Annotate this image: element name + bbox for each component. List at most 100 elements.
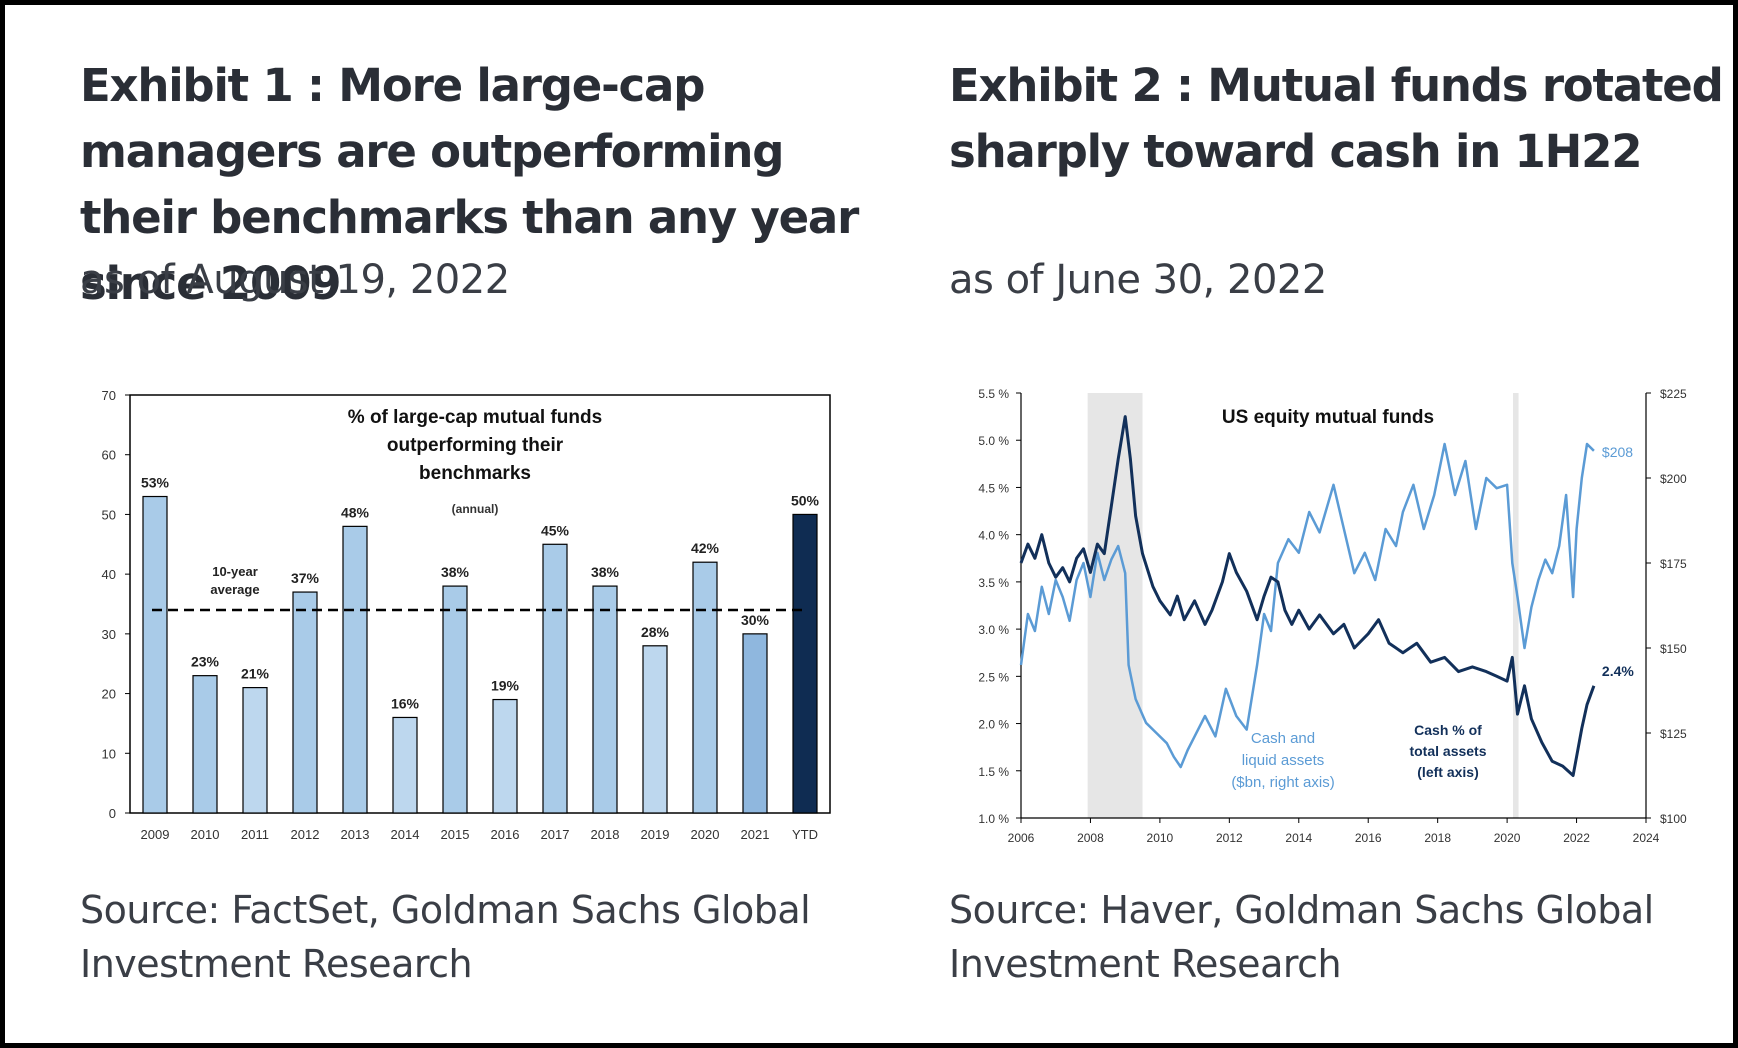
y-tick-label: 70 — [102, 388, 116, 403]
bar-2012 — [292, 591, 318, 814]
x-tick-label: 2020 — [1494, 831, 1521, 845]
x-tick-label: 2011 — [241, 827, 269, 842]
reference-line-label: average — [210, 582, 259, 597]
x-tick-label: 2012 — [291, 827, 320, 842]
x-tick-label: 2024 — [1633, 831, 1660, 845]
cash-assets-series-label: liquid assets — [1242, 752, 1325, 769]
x-tick-label: 2022 — [1563, 831, 1590, 845]
x-tick-label: 2014 — [1285, 831, 1312, 845]
x-tick-label: 2013 — [341, 827, 370, 842]
line-chart-mutual-fund-cash: 1.0 % 1.5 % 2.0 % 2.5 % 3.0 % 3.5 % 4.0 % 4.5 %… — [978, 387, 1687, 845]
bar-value-label: 23% — [191, 654, 220, 670]
bar-value-label: 30% — [741, 612, 770, 628]
cash-pct-series-label: total assets — [1409, 743, 1486, 759]
chart-2-title: US equity mutual funds — [1222, 407, 1434, 428]
x-tick-label: 2008 — [1077, 831, 1104, 845]
y-tick-label: 10 — [102, 746, 116, 761]
exhibit-1-title: Exhibit 1 : More large-cap managers are … — [80, 59, 859, 310]
cash-assets-series-label: Cash and — [1251, 730, 1315, 747]
exhibit-1-source: Source: FactSet, Goldman Sachs Global In… — [80, 888, 811, 986]
bar-value-label: 48% — [341, 504, 370, 520]
x-tick-label: 2020 — [691, 827, 720, 842]
bar-2011 — [242, 687, 268, 814]
recession-shading — [1513, 393, 1519, 818]
left-tick-label: 5.5 % — [978, 387, 1009, 401]
left-tick-label: 5.0 % — [978, 434, 1009, 448]
x-tick-label: 2006 — [1008, 831, 1035, 845]
x-tick-label: 2017 — [541, 827, 570, 842]
bar-value-label: 45% — [541, 522, 570, 538]
cash-pct-series-line — [1019, 415, 1596, 777]
bar-2021 — [742, 633, 768, 814]
bar-2017 — [542, 543, 568, 814]
chart-1-title: benchmarks — [419, 463, 531, 484]
bar-value-label: 16% — [391, 695, 420, 711]
reference-line-label: 10-year — [212, 564, 258, 579]
left-tick-label: 4.5 % — [978, 481, 1009, 495]
x-tick-label: 2012 — [1216, 831, 1243, 845]
y-tick-label: 30 — [102, 627, 116, 642]
x-tick-label: 2018 — [1424, 831, 1451, 845]
left-tick-label: 1.5 % — [978, 765, 1009, 779]
cash-liquid-assets-series-line — [1019, 442, 1595, 769]
right-tick-label: $175 — [1660, 557, 1687, 571]
right-tick-label: $125 — [1660, 727, 1687, 741]
x-tick-label: 2015 — [441, 827, 470, 842]
bar-value-label: 50% — [791, 492, 820, 508]
bar-2018 — [592, 585, 618, 814]
x-tick-label: 2018 — [591, 827, 620, 842]
right-tick-label: $100 — [1660, 812, 1687, 826]
cash-assets-series-label: ($bn, right axis) — [1231, 774, 1334, 791]
exhibit-2-source: Source: Haver, Goldman Sachs Global Inve… — [949, 888, 1654, 986]
cash-pct-end-label: 2.4% — [1602, 663, 1634, 679]
left-tick-label: 3.5 % — [978, 576, 1009, 590]
chart-1-title: outperforming their — [387, 435, 564, 456]
bar-2009 — [142, 495, 168, 814]
bar-2020 — [692, 561, 718, 814]
y-tick-label: 0 — [109, 806, 116, 821]
x-tick-label: 2021 — [741, 827, 770, 842]
bar-value-label: 21% — [241, 666, 270, 682]
bar-YTD — [792, 513, 818, 814]
left-tick-label: 4.0 % — [978, 529, 1009, 543]
bar-2015 — [442, 585, 468, 814]
left-tick-label: 2.0 % — [978, 718, 1009, 732]
exhibit-2-title: Exhibit 2 : Mutual funds rotated sharply… — [949, 59, 1724, 178]
cash-assets-end-label: $208 — [1602, 444, 1633, 460]
right-tick-label: $225 — [1660, 387, 1687, 401]
plot-area — [129, 394, 831, 814]
y-tick-label: 60 — [102, 448, 116, 463]
bar-value-label: 28% — [641, 624, 670, 640]
y-tick-label: 20 — [102, 687, 116, 702]
bar-value-label: 37% — [291, 570, 320, 586]
exhibits-frame: Exhibit 1 : More large-cap managers are … — [3, 3, 1735, 1045]
bar-value-label: 38% — [441, 564, 470, 580]
exhibit-2-asof: as of June 30, 2022 — [949, 257, 1327, 303]
bar-value-label: 38% — [591, 564, 620, 580]
bar-value-label: 42% — [691, 540, 720, 556]
chart-1-subtitle: (annual) — [452, 502, 499, 516]
x-tick-label: 2014 — [391, 827, 420, 842]
x-tick-label: 2019 — [641, 827, 670, 842]
recession-shading — [1087, 393, 1143, 818]
x-tick-label: YTD — [792, 827, 818, 842]
x-tick-label: 2009 — [141, 827, 170, 842]
bar-value-label: 53% — [141, 475, 170, 491]
bar-2019 — [642, 645, 668, 814]
left-tick-label: 2.5 % — [978, 670, 1009, 684]
bar-chart-large-cap-outperformance: 0 10 20 30 40 50 60 70 53% 2009 23% 2010 21% 2011 37% 2… — [102, 388, 831, 842]
left-tick-label: 3.0 % — [978, 623, 1009, 637]
right-tick-label: $150 — [1660, 642, 1687, 656]
right-tick-label: $200 — [1660, 472, 1687, 486]
left-tick-label: 1.0 % — [978, 812, 1009, 826]
bar-value-label: 19% — [491, 678, 520, 694]
bar-2010 — [192, 675, 218, 814]
bar-2013 — [342, 525, 368, 814]
y-tick-label: 50 — [102, 507, 116, 522]
cash-pct-series-label: Cash % of — [1414, 722, 1482, 738]
y-tick-label: 40 — [102, 567, 116, 582]
bar-2016 — [492, 698, 518, 814]
x-tick-label: 2010 — [1147, 831, 1174, 845]
exhibit-1-asof: as of August 19, 2022 — [80, 257, 510, 303]
cash-pct-series-label: (left axis) — [1417, 764, 1478, 780]
